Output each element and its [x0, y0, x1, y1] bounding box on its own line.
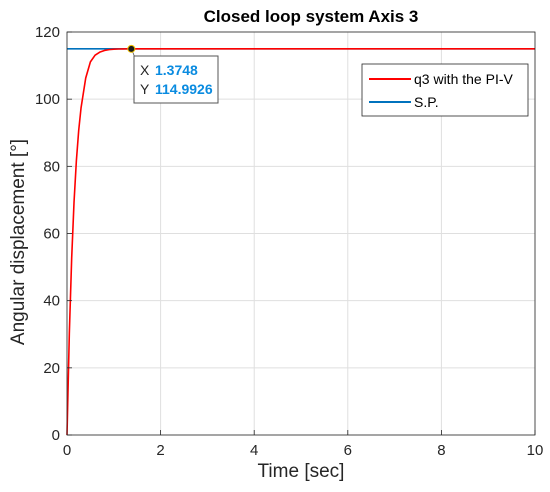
y-tick-label: 120: [35, 24, 60, 41]
datatip-x-key: X: [140, 62, 150, 78]
datatip-y-value: 114.9926: [155, 81, 213, 97]
legend[interactable]: q3 with the PI-V S.P.: [361, 63, 529, 117]
x-axis-label: Time [sec]: [258, 461, 345, 482]
y-tick-label: 60: [43, 226, 60, 243]
x-tick-label: 4: [250, 442, 258, 459]
legend-label-sp: S.P.: [414, 94, 439, 110]
datatip-y-key: Y: [140, 81, 150, 97]
datatip-x-value: 1.3748: [155, 62, 198, 78]
datatip[interactable]: X 1.3748 Y 114.9926: [127, 44, 219, 104]
y-tick-label: 80: [43, 158, 60, 175]
series-layer: [66, 47, 535, 436]
datatip-box: [133, 55, 219, 104]
x-tick-label: 10: [527, 442, 544, 459]
x-tick-label: 8: [437, 442, 445, 459]
y-axis-label: Angular displacement [°]: [8, 139, 29, 345]
y-tick-label: 100: [35, 91, 60, 108]
chart-title: Closed loop system Axis 3: [204, 7, 419, 26]
y-tick-label: 0: [52, 427, 60, 444]
x-tick-label: 0: [63, 442, 71, 459]
datatip-marker[interactable]: [127, 44, 136, 53]
legend-box: [361, 63, 529, 117]
x-tick-label: 2: [156, 442, 164, 459]
y-tick-label: 40: [43, 293, 60, 310]
y-tick-label: 20: [43, 360, 60, 377]
x-tick-label: 6: [344, 442, 352, 459]
legend-label-q3: q3 with the PI-V: [414, 71, 513, 87]
series-line-q3: [66, 47, 535, 436]
